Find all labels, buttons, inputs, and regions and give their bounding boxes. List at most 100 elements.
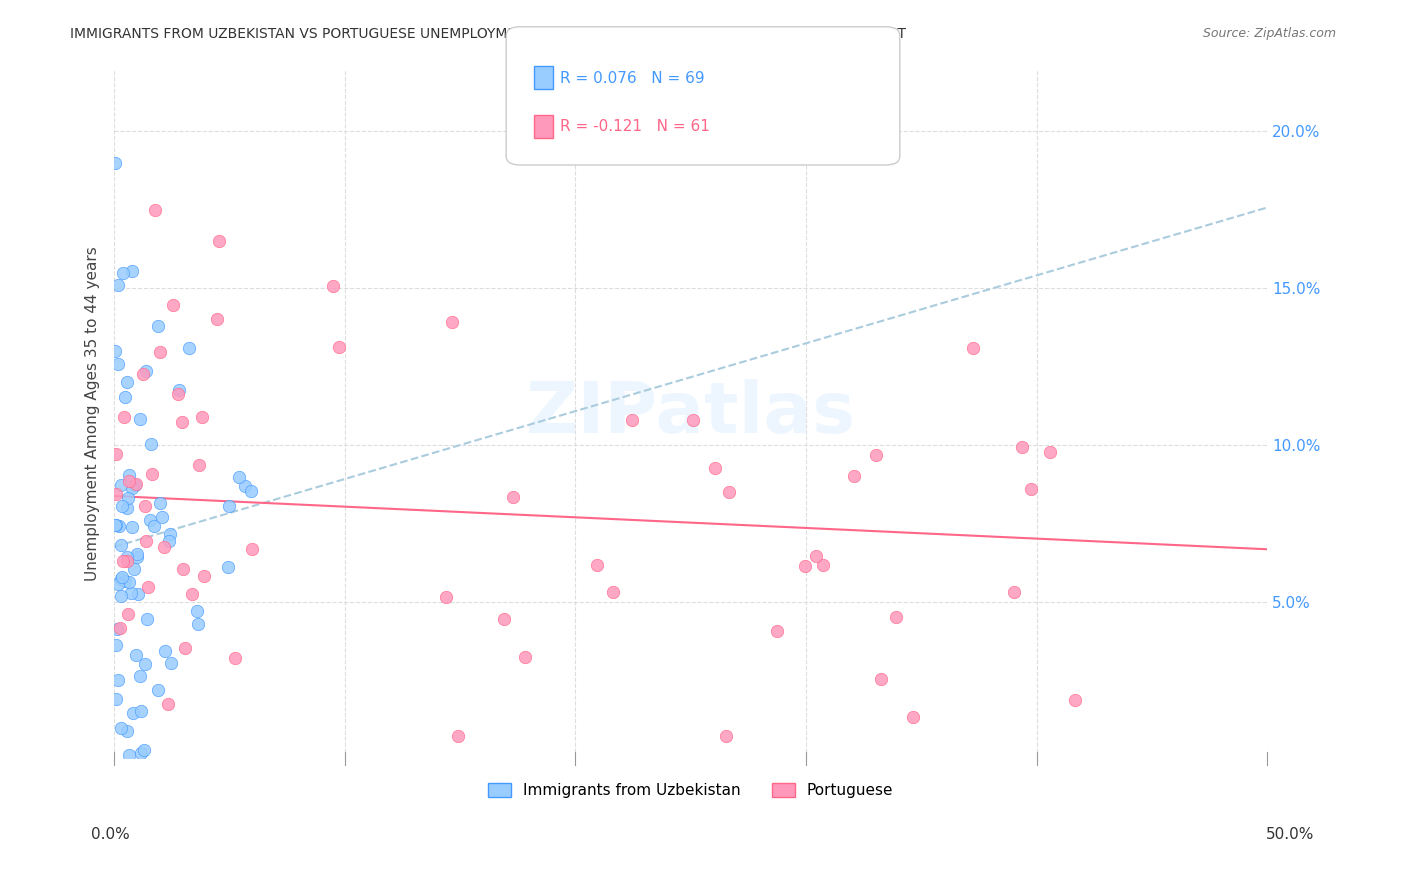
Point bbox=[502, 490, 524, 504]
Text: R = -0.121   N = 61: R = -0.121 N = 61 bbox=[560, 120, 710, 134]
Point bbox=[135, 534, 157, 549]
Point bbox=[233, 478, 256, 492]
Point bbox=[1039, 445, 1062, 459]
Point bbox=[139, 437, 162, 451]
Point bbox=[112, 410, 135, 425]
Point bbox=[118, 574, 141, 589]
Point bbox=[187, 458, 209, 472]
Point bbox=[162, 298, 184, 312]
Point bbox=[328, 340, 350, 354]
Point bbox=[794, 558, 817, 573]
Point bbox=[865, 448, 887, 462]
Point bbox=[107, 577, 129, 591]
Point bbox=[124, 477, 146, 491]
Point bbox=[167, 384, 190, 398]
Point bbox=[121, 263, 143, 277]
Point bbox=[134, 499, 156, 513]
Point bbox=[125, 547, 148, 561]
Point bbox=[131, 746, 153, 760]
Point bbox=[240, 542, 263, 557]
Point bbox=[120, 586, 142, 600]
Point bbox=[447, 729, 470, 743]
Text: IMMIGRANTS FROM UZBEKISTAN VS PORTUGUESE UNEMPLOYMENT AMONG AGES 35 TO 44 YEARS : IMMIGRANTS FROM UZBEKISTAN VS PORTUGUESE… bbox=[70, 27, 907, 41]
Point bbox=[186, 604, 208, 618]
Point bbox=[114, 574, 136, 588]
Point bbox=[218, 499, 240, 513]
Point bbox=[217, 559, 239, 574]
Point bbox=[179, 341, 201, 355]
Point bbox=[139, 513, 162, 527]
Point bbox=[869, 672, 891, 686]
Point bbox=[187, 616, 209, 631]
Point bbox=[118, 474, 141, 488]
Text: Source: ZipAtlas.com: Source: ZipAtlas.com bbox=[1202, 27, 1336, 40]
Point bbox=[105, 691, 128, 706]
Point bbox=[135, 612, 157, 626]
Point bbox=[117, 491, 139, 505]
Point bbox=[513, 650, 536, 665]
Point bbox=[112, 553, 135, 567]
Point bbox=[1011, 440, 1033, 454]
Point bbox=[104, 517, 127, 532]
Point bbox=[115, 501, 138, 516]
Point bbox=[108, 621, 131, 635]
Point bbox=[159, 657, 181, 671]
Point bbox=[586, 558, 609, 573]
Point bbox=[322, 278, 344, 293]
Point bbox=[111, 499, 134, 513]
Point bbox=[124, 648, 146, 662]
Point bbox=[117, 607, 139, 621]
Point bbox=[107, 673, 129, 688]
Point bbox=[110, 572, 132, 586]
Point bbox=[104, 343, 127, 358]
Point bbox=[228, 469, 250, 483]
Point bbox=[107, 278, 129, 293]
Point bbox=[110, 722, 132, 736]
Text: R = 0.076   N = 69: R = 0.076 N = 69 bbox=[560, 71, 704, 86]
Point bbox=[170, 415, 193, 429]
Point bbox=[104, 638, 127, 652]
Point bbox=[117, 375, 139, 389]
Point bbox=[135, 364, 157, 378]
Point bbox=[149, 345, 172, 359]
Point bbox=[110, 538, 132, 552]
Point bbox=[434, 591, 457, 605]
Point bbox=[104, 487, 127, 501]
Point bbox=[811, 558, 834, 573]
Point bbox=[118, 468, 141, 483]
Point bbox=[602, 584, 624, 599]
Point bbox=[239, 484, 262, 499]
Y-axis label: Unemployment Among Ages 35 to 44 years: Unemployment Among Ages 35 to 44 years bbox=[86, 246, 100, 581]
Point bbox=[704, 460, 727, 475]
Point bbox=[131, 367, 153, 381]
Point bbox=[129, 704, 152, 718]
Point bbox=[111, 570, 134, 584]
Point bbox=[884, 610, 907, 624]
Point bbox=[117, 723, 139, 738]
Point bbox=[714, 729, 737, 743]
Point bbox=[117, 748, 139, 763]
Point bbox=[208, 234, 231, 248]
Point bbox=[122, 562, 145, 576]
Point bbox=[682, 413, 704, 427]
Point bbox=[141, 467, 163, 482]
Point bbox=[205, 312, 228, 326]
Point bbox=[191, 410, 214, 425]
Point bbox=[121, 706, 143, 720]
Point bbox=[157, 534, 180, 549]
Point bbox=[121, 520, 143, 534]
Point bbox=[844, 468, 866, 483]
Point bbox=[104, 517, 127, 532]
Point bbox=[494, 612, 516, 626]
Point bbox=[111, 267, 134, 281]
Point bbox=[150, 510, 173, 524]
Point bbox=[766, 624, 789, 639]
Point bbox=[142, 519, 165, 533]
Point bbox=[1002, 584, 1025, 599]
Point bbox=[620, 413, 643, 427]
Point bbox=[117, 549, 139, 564]
Legend: Immigrants from Uzbekistan, Portuguese: Immigrants from Uzbekistan, Portuguese bbox=[481, 775, 901, 805]
Point bbox=[224, 651, 246, 665]
Point bbox=[149, 495, 172, 509]
Point bbox=[104, 447, 127, 461]
